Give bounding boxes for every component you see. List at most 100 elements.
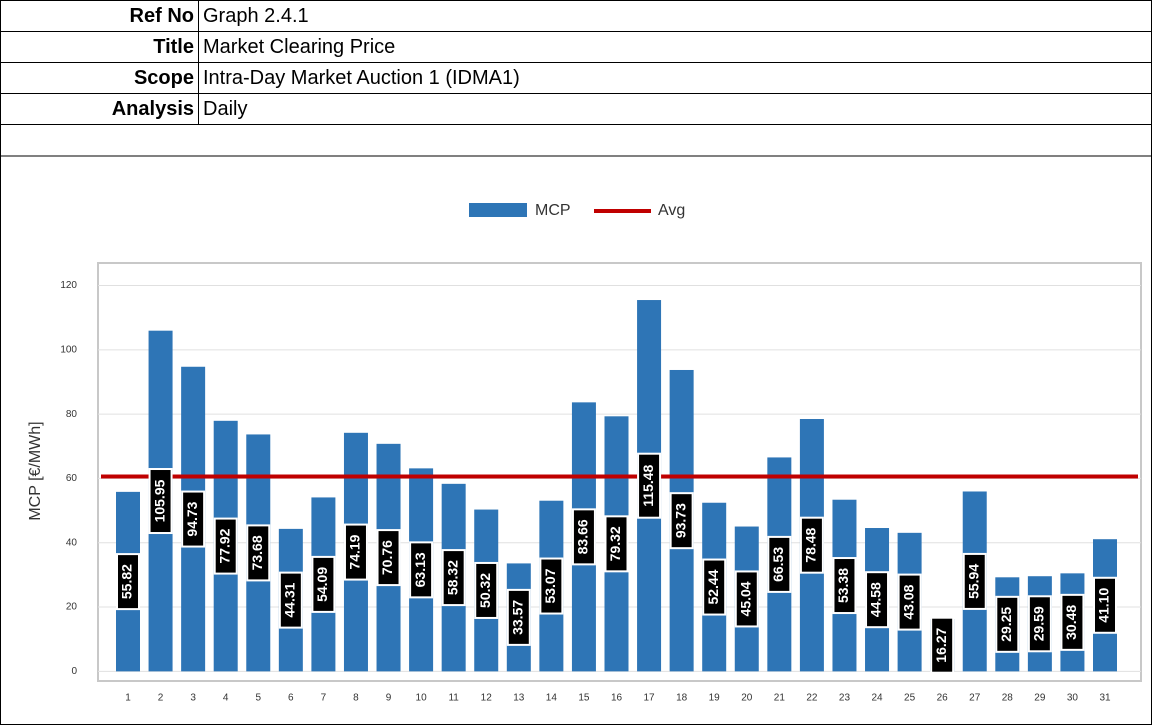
x-tick-label: 26 bbox=[937, 693, 949, 704]
x-tick-label: 10 bbox=[416, 693, 428, 704]
value-label: 50.32 bbox=[477, 573, 493, 608]
value-label-box bbox=[116, 553, 140, 611]
y-axis-label: MCP [€/MWh] bbox=[27, 421, 44, 520]
value-label-box bbox=[832, 557, 857, 615]
row-label: Ref No bbox=[1, 1, 199, 32]
value-label-box bbox=[181, 490, 206, 548]
value-label-box bbox=[1060, 593, 1085, 651]
x-tick-label: 16 bbox=[611, 693, 623, 704]
value-label: 105.95 bbox=[151, 479, 167, 522]
value-label-box bbox=[539, 557, 564, 615]
value-label-box bbox=[865, 571, 890, 629]
row-value: Daily bbox=[198, 93, 1151, 125]
value-label: 55.82 bbox=[119, 564, 135, 599]
value-label: 94.73 bbox=[184, 501, 200, 536]
value-label: 45.04 bbox=[737, 581, 753, 616]
value-label: 93.73 bbox=[672, 503, 688, 538]
value-label-box bbox=[930, 616, 955, 674]
header-table: Ref No Graph 2.4.1 Title Market Clearing Pr… bbox=[1, 1, 1151, 125]
value-label-box bbox=[669, 492, 694, 550]
value-label: 41.10 bbox=[1096, 588, 1112, 623]
value-label: 58.32 bbox=[444, 560, 460, 595]
x-tick-label: 25 bbox=[904, 693, 916, 704]
x-tick-label: 15 bbox=[578, 693, 590, 704]
x-tick-label: 20 bbox=[741, 693, 753, 704]
row-value: Market Clearing Price bbox=[198, 31, 1151, 63]
value-label: 79.32 bbox=[607, 526, 623, 561]
value-label-box bbox=[1093, 576, 1117, 634]
value-label: 70.76 bbox=[379, 540, 395, 575]
value-label: 66.53 bbox=[770, 547, 786, 582]
x-tick-label: 13 bbox=[513, 693, 525, 704]
value-label-box bbox=[637, 452, 662, 519]
value-label-box bbox=[506, 588, 531, 646]
x-tick-label: 28 bbox=[1002, 693, 1014, 704]
value-label-box bbox=[409, 541, 434, 599]
x-tick-label: 7 bbox=[321, 693, 327, 704]
y-tick-label: 40 bbox=[66, 537, 78, 548]
x-tick-label: 11 bbox=[448, 693, 459, 704]
x-tick-label: 8 bbox=[353, 693, 359, 704]
x-tick-label: 1 bbox=[125, 693, 131, 704]
value-label: 54.09 bbox=[314, 567, 330, 602]
value-label: 33.57 bbox=[510, 600, 526, 635]
x-tick-label: 2 bbox=[158, 693, 164, 704]
legend-swatch bbox=[469, 203, 527, 217]
value-label-box bbox=[767, 535, 792, 593]
x-tick-label: 22 bbox=[806, 693, 818, 704]
x-tick-label: 12 bbox=[481, 693, 493, 704]
value-label-box bbox=[474, 561, 499, 619]
value-label-box bbox=[604, 515, 629, 573]
value-label-box bbox=[1027, 595, 1052, 653]
value-label: 29.59 bbox=[1031, 606, 1047, 641]
value-label-box bbox=[897, 573, 922, 631]
x-tick-label: 27 bbox=[969, 693, 981, 704]
x-tick-label: 3 bbox=[190, 693, 196, 704]
value-label-box bbox=[148, 468, 173, 535]
value-label-box bbox=[799, 516, 824, 574]
value-label: 43.08 bbox=[900, 584, 916, 619]
x-tick-label: 6 bbox=[288, 693, 294, 704]
y-tick-label: 0 bbox=[71, 666, 77, 677]
value-label-box bbox=[213, 517, 238, 575]
legend-label: MCP bbox=[535, 202, 571, 219]
value-label: 44.31 bbox=[282, 582, 298, 617]
value-label-box bbox=[376, 529, 401, 587]
value-label: 78.48 bbox=[803, 527, 819, 562]
x-tick-label: 31 bbox=[1099, 693, 1111, 704]
plot-area bbox=[97, 262, 1142, 682]
x-tick-label: 19 bbox=[709, 693, 721, 704]
x-tick-label: 17 bbox=[644, 693, 656, 704]
value-label: 55.94 bbox=[965, 564, 981, 599]
x-tick-label: 23 bbox=[839, 693, 851, 704]
value-label-box bbox=[343, 523, 368, 581]
value-label-box bbox=[278, 571, 303, 629]
value-label-box bbox=[441, 549, 466, 607]
value-label-box bbox=[702, 558, 727, 616]
value-label-box bbox=[246, 524, 271, 582]
y-tick-label: 60 bbox=[66, 473, 78, 484]
value-label: 73.68 bbox=[249, 535, 265, 570]
value-label-box bbox=[962, 552, 987, 610]
legend-label: Avg bbox=[658, 202, 685, 219]
x-tick-label: 14 bbox=[546, 693, 558, 704]
value-label: 77.92 bbox=[216, 528, 232, 563]
value-label: 29.25 bbox=[998, 607, 1014, 642]
value-label: 52.44 bbox=[705, 569, 721, 604]
x-tick-label: 21 bbox=[774, 693, 786, 704]
value-label-box bbox=[311, 555, 336, 613]
y-tick-label: 120 bbox=[60, 280, 77, 291]
y-tick-label: 20 bbox=[66, 602, 78, 613]
x-tick-label: 4 bbox=[223, 693, 229, 704]
x-tick-label: 29 bbox=[1034, 693, 1046, 704]
x-tick-label: 5 bbox=[255, 693, 261, 704]
y-tick-label: 100 bbox=[60, 344, 77, 355]
x-tick-label: 30 bbox=[1067, 693, 1079, 704]
value-label: 53.38 bbox=[835, 568, 851, 603]
value-label: 16.27 bbox=[933, 627, 949, 662]
value-label-box bbox=[571, 508, 596, 566]
row-value: Intra-Day Market Auction 1 (IDMA1) bbox=[198, 62, 1151, 94]
x-tick-label: 18 bbox=[676, 693, 688, 704]
value-label: 44.58 bbox=[868, 582, 884, 617]
